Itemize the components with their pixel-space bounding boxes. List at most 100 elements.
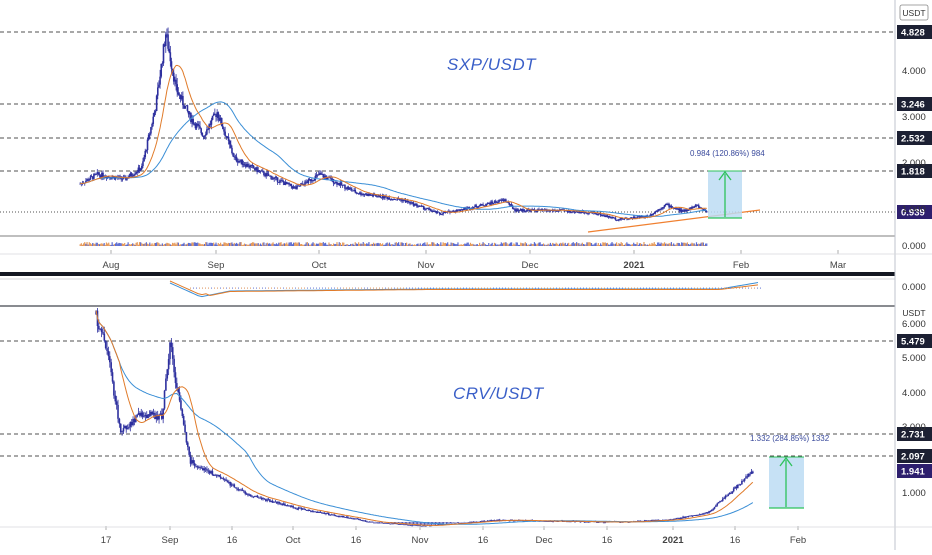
volume-bar <box>514 244 516 246</box>
volume-bar <box>416 243 418 246</box>
sxp-candle <box>101 171 103 181</box>
sxp-candle <box>460 208 463 211</box>
indicator-histogram-bar <box>718 287 719 289</box>
sxp-candle <box>372 192 375 198</box>
sxp-x-tick: Dec <box>522 260 539 271</box>
volume-bar <box>398 242 400 246</box>
crv-candle <box>293 507 296 509</box>
sxp-candle <box>408 200 410 204</box>
sxp-candle <box>432 209 434 212</box>
crv-price-axis[interactable]: 5.479 2.731 2.097 1.941 6.000 5.000 4.000 3.000… <box>897 319 932 499</box>
sxp-measure-box[interactable] <box>708 170 742 219</box>
sxp-candle <box>187 110 190 118</box>
sxp-candle <box>390 198 393 201</box>
volume-bar <box>134 244 136 246</box>
volume-bar <box>250 242 252 246</box>
volume-bar <box>186 243 189 246</box>
volume-bar <box>706 243 708 246</box>
indicator-histogram-bar <box>400 287 401 289</box>
indicator-histogram-bar <box>586 287 587 289</box>
indicator-histogram-bar <box>736 287 737 289</box>
indicator-histogram-bar <box>460 287 461 289</box>
crv-x-tick: Feb <box>790 535 806 546</box>
crv-measure-box[interactable] <box>769 456 804 509</box>
sxp-candle <box>169 45 172 67</box>
sxp-candle <box>430 209 433 213</box>
sxp-time-axis[interactable]: Aug Sep Oct Nov Dec 2021 Feb Mar <box>0 250 932 271</box>
sxp-candle <box>204 131 207 140</box>
volume-bar <box>110 244 112 246</box>
crv-candle <box>463 521 465 524</box>
sxp-candle <box>309 179 312 184</box>
crv-candle <box>232 483 234 487</box>
crv-time-axis[interactable]: 17 Sep 16 Oct 16 Nov 16 Dec 16 2021 16 Feb <box>0 526 932 546</box>
crv-candle <box>295 507 297 510</box>
volume-bar <box>135 242 137 246</box>
volume-bar <box>296 243 298 246</box>
indicator-histogram-bar <box>742 287 743 289</box>
volume-bar <box>374 243 376 246</box>
indicator-histogram-bar <box>388 287 389 289</box>
sxp-candle <box>595 212 597 216</box>
crv-candle <box>169 341 171 365</box>
crv-candle <box>362 519 364 522</box>
sxp-measure-label: 0.984 (120.86%) 984 <box>690 149 765 158</box>
crv-candle <box>332 514 334 516</box>
volume-bar <box>544 244 546 246</box>
sxp-candle <box>518 209 521 212</box>
indicator-histogram-bar <box>466 287 467 289</box>
volume-bar <box>86 242 88 246</box>
volume-bar <box>686 242 688 246</box>
indicator-histogram-bar <box>316 287 317 289</box>
volume-bar <box>100 243 102 246</box>
crv-candle <box>355 517 357 520</box>
sxp-x-tick: Mar <box>830 260 846 271</box>
crv-candle <box>489 519 491 522</box>
indicator-histogram-bar <box>370 287 371 289</box>
sxp-candle <box>283 181 286 186</box>
indicator-histogram-bar <box>406 287 407 289</box>
crv-candle <box>311 510 314 513</box>
indicator-histogram-bar <box>745 287 746 289</box>
volume-bar <box>207 244 209 246</box>
sxp-candle <box>341 184 344 188</box>
volume-bar <box>190 243 192 246</box>
indicator-histogram-bar <box>265 287 266 289</box>
indicator-histogram-bar <box>502 287 503 289</box>
crv-candle <box>370 521 372 523</box>
sxp-candle <box>654 210 657 215</box>
sxp-candle <box>684 209 686 212</box>
volume-bar <box>669 243 671 246</box>
sxp-candle <box>162 43 165 66</box>
sxp-candle <box>250 164 253 169</box>
volume-bar <box>189 243 191 246</box>
sxp-candle <box>610 216 612 219</box>
sxp-candle <box>695 204 698 208</box>
volume-bar <box>128 243 130 246</box>
crv-candle <box>225 477 227 482</box>
sxp-candle <box>394 198 396 200</box>
volume-bar <box>440 242 442 246</box>
crv-candle <box>130 419 133 428</box>
volume-bar <box>145 242 147 246</box>
indicator-histogram-bar <box>697 287 698 289</box>
volume-bar <box>379 243 381 246</box>
volume-bar <box>79 244 81 246</box>
indicator-histogram-bar <box>313 287 314 289</box>
crv-candle <box>275 501 278 504</box>
crv-candle <box>162 408 164 424</box>
volume-bar <box>677 242 679 246</box>
volume-bar <box>582 243 585 246</box>
volume-bar <box>472 243 474 246</box>
volume-bar <box>568 242 570 246</box>
sxp-candle <box>186 104 189 113</box>
crv-candle <box>243 489 245 494</box>
crv-candle <box>128 423 130 430</box>
sxp-candle <box>608 215 611 219</box>
volume-bar <box>368 242 370 246</box>
sxp-candle <box>485 203 488 206</box>
crv-candle <box>122 424 125 435</box>
crv-candle <box>351 517 353 520</box>
crv-candle <box>241 487 244 492</box>
